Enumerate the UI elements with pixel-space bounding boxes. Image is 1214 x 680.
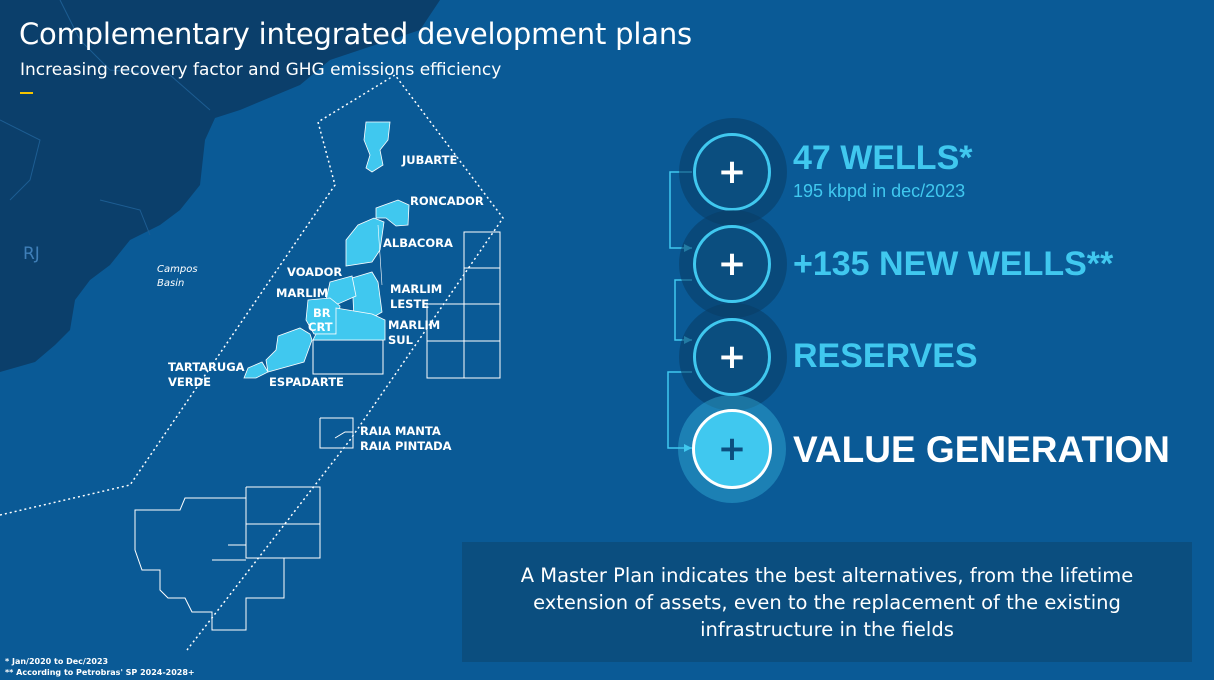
item-3-heading: RESERVES: [793, 337, 978, 375]
field-marlim-sul: [312, 307, 386, 341]
field-label-marlim: MARLIM: [276, 286, 329, 300]
item-3-plus-circle: +: [693, 318, 771, 396]
field-espadarte: [265, 327, 313, 373]
item-1-plus-circle: +: [693, 133, 771, 211]
field-label-tartaruga-verde: TARTARUGA VERDE: [168, 360, 245, 389]
field-tartaruga: [243, 361, 269, 379]
field-label-roncador: RONCADOR: [410, 194, 484, 208]
footnote-2: ** According to Petrobras' SP 2024-2028+: [5, 668, 195, 677]
item-4-heading: VALUE GENERATION: [793, 429, 1170, 470]
field-label-voador: VOADOR: [287, 265, 343, 279]
master-plan-note: A Master Plan indicates the best alterna…: [462, 542, 1192, 662]
plus-icon: +: [717, 244, 747, 284]
field-label-espadarte: ESPADARTE: [269, 375, 344, 389]
basin-label: Campos Basin: [157, 264, 198, 289]
page-subtitle: Increasing recovery factor and GHG emiss…: [20, 60, 502, 80]
plus-icon: +: [717, 152, 747, 192]
master-plan-note-text: A Master Plan indicates the best alterna…: [520, 563, 1134, 641]
field-marlim: [325, 275, 357, 305]
item-4-plus-circle: +: [692, 409, 772, 489]
item-1-heading: 47 WELLS*: [793, 139, 973, 177]
field-roncador: [375, 199, 410, 227]
item-2-plus-circle: +: [693, 225, 771, 303]
field-label-marlim-leste: MARLIM LESTE: [390, 282, 443, 311]
coastline-land: [0, 0, 440, 372]
field-label-marlim-sul: MARLIM SUL: [388, 318, 441, 347]
field-label-albacora: ALBACORA: [383, 236, 453, 250]
title-accent-dash: [20, 92, 33, 94]
state-label-rj: RJ: [23, 244, 40, 264]
field-label-crt: CRT: [308, 320, 333, 334]
plus-icon: +: [717, 429, 747, 469]
plus-icon: +: [717, 337, 747, 377]
field-label-jubarte: JUBARTE: [402, 153, 458, 167]
field-label-br: BR: [313, 306, 331, 320]
field-albacora: [345, 217, 385, 267]
page-title: Complementary integrated development pla…: [19, 17, 692, 51]
field-label-raia: RAIA MANTA RAIA PINTADA: [360, 424, 452, 453]
footnote-1: * Jan/2020 to Dec/2023: [5, 657, 109, 666]
item-2-heading: +135 NEW WELLS**: [793, 245, 1114, 283]
field-jubarte: [363, 121, 391, 173]
item-1-subtext: 195 kbpd in dec/2023: [793, 181, 966, 201]
